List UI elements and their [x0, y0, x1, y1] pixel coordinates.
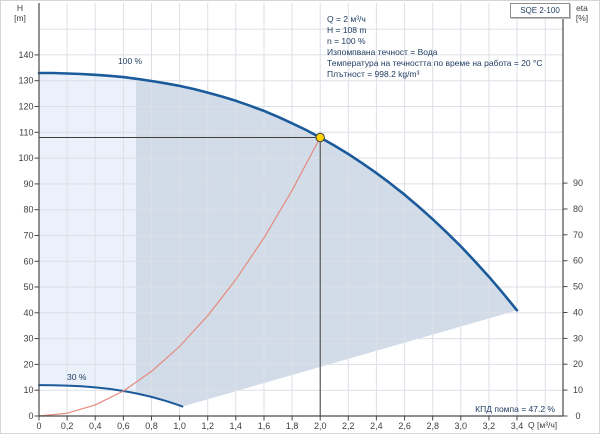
annotation-line: Температура на течността по време на раб…	[327, 58, 543, 68]
x-axis-tick-label: 0,8	[145, 421, 158, 431]
y-axis-right-tick-label: 30	[573, 333, 583, 343]
x-axis-tick-label: 2,0	[314, 421, 327, 431]
y-axis-title-right-line2: [%]	[575, 13, 589, 23]
pump_curve_100pct	[37, 71, 519, 312]
x-axis-tick-label: 1,6	[258, 421, 271, 431]
y-axis-title-left-line2: [m]	[14, 13, 26, 23]
x-axis-tick-label: 3,2	[483, 421, 496, 431]
y-axis-right-tick-label: 60	[573, 256, 583, 266]
y-axis-left-tick-label: 100	[18, 153, 33, 163]
operating-region-recommended	[136, 78, 517, 407]
y-axis-title-left: H [m]	[7, 3, 33, 23]
y-axis-left-tick-label: 30	[23, 334, 33, 344]
system_curve	[38, 136, 321, 417]
annotation-line: Q = 2 м³/ч	[327, 14, 366, 24]
x-axis-tick-label: 2,6	[398, 421, 411, 431]
duty-point-marker[interactable]	[315, 132, 325, 143]
y-axis-left-tick-label: 40	[23, 308, 33, 318]
annotation-line: H = 108 m	[327, 25, 367, 35]
y-axis-right-tick-label: 50	[573, 282, 583, 292]
pump_curve_30pct	[38, 384, 184, 408]
curve-label-100pct: 100 %	[118, 56, 143, 66]
annotation-line: Изпомпвана течност = Вода	[327, 47, 438, 57]
y-axis-left-tick-label: 50	[23, 282, 33, 292]
x-axis-tick-label: 1,2	[201, 421, 214, 431]
y-axis-left-tick-label: 60	[23, 256, 33, 266]
y-axis-right-tick-label: 70	[573, 230, 583, 240]
x-axis-tick-label: 1,4	[230, 421, 243, 431]
y-axis-right-tick-label: 90	[573, 178, 583, 188]
y-axis-title-right: eta [%]	[569, 3, 595, 23]
x-axis-tick-label: 2,8	[426, 421, 439, 431]
y-axis-right-tick-label: 0	[575, 411, 580, 421]
x-axis-tick-label: 1,8	[286, 421, 299, 431]
y-axis-left-tick-label: 80	[23, 205, 33, 215]
y-axis-left-tick-label: 10	[23, 385, 33, 395]
y-axis-right-tick-label: 40	[573, 308, 583, 318]
duty-annotation-block: Q = 2 м³/ч H = 108 m n = 100 % Изпомпван…	[327, 14, 543, 80]
y-axis-left-tick-label: 20	[23, 359, 33, 369]
y-axis-right-tick-label: 80	[573, 204, 583, 214]
y-axis-title-right-line1: eta	[576, 3, 588, 13]
curve-label-30pct: 30 %	[67, 372, 87, 382]
x-axis-title: Q [м³/ч]	[528, 420, 558, 430]
x-axis-tick-label: 3,0	[455, 421, 468, 431]
x-axis-tick-label: 0	[36, 421, 41, 431]
x-axis-tick-label: 0,2	[61, 421, 74, 431]
x-axis-tick-label: 2,4	[370, 421, 383, 431]
annotation-line: Плътност = 998.2 kg/m³	[327, 69, 420, 79]
x-axis-tick-label: 0,6	[117, 421, 130, 431]
pump-efficiency-label: КПД помпа = 47.2 %	[475, 404, 555, 414]
x-axis-tick-label: 3,4	[511, 421, 524, 431]
y-axis-right-tick-label: 10	[573, 385, 583, 395]
y-axis-left-tick-label: 70	[23, 231, 33, 241]
x-axis-tick-label: 2,2	[342, 421, 355, 431]
y-axis-left-tick-label: 0	[28, 411, 33, 421]
y-axis-left-tick-label: 110	[19, 127, 33, 137]
y-axis-left-tick-label: 130	[18, 76, 33, 86]
model-badge[interactable]: SQE 2-100	[510, 3, 570, 18]
y-axis-left-tick-label: 120	[18, 102, 33, 112]
y-axis-title-left-line1: H	[16, 3, 24, 13]
annotation-line: n = 100 %	[327, 36, 366, 46]
x-axis-tick-label: 0,4	[89, 421, 102, 431]
x-axis-tick-label: 1,0	[173, 421, 186, 431]
y-axis-left-tick-label: 90	[23, 179, 33, 189]
y-axis-right-tick-label: 20	[573, 359, 583, 369]
y-axis-left-tick-label: 140	[18, 50, 33, 60]
